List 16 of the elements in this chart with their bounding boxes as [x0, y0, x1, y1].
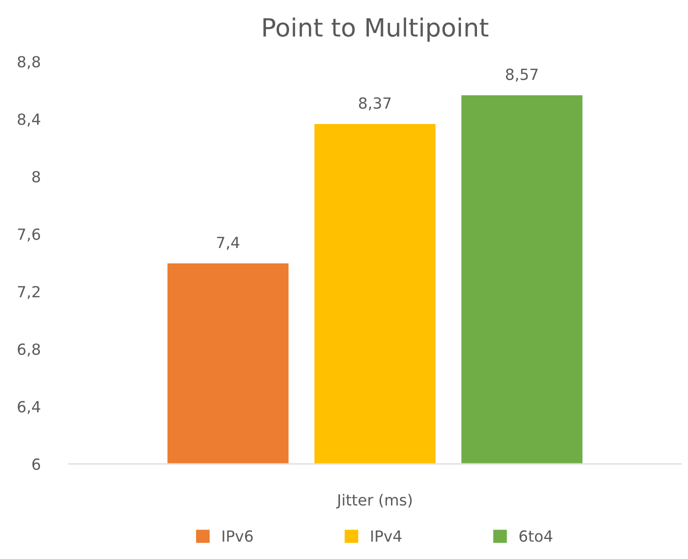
y-tick-label: 6,4	[18, 400, 40, 414]
legend-label: 6to4	[519, 530, 552, 542]
y-tick-label: 8	[32, 170, 40, 183]
y-tick-label: 7,2	[18, 286, 40, 300]
y-tick-label: 8,8	[18, 56, 40, 70]
y-tick-label: 7,6	[18, 228, 40, 242]
x-tick-label: Jitter (ms)	[336, 494, 412, 508]
y-tick-label: 6	[32, 458, 40, 470]
legend-label: IPv6	[222, 530, 253, 542]
y-tick-label: 6,8	[18, 343, 40, 357]
chart-title: Point to Multipoint	[263, 17, 488, 42]
legend-label: IPv4	[371, 530, 402, 542]
data-label: 7,4	[217, 236, 240, 250]
data-label: 8,57	[506, 68, 538, 82]
data-label: 8,37	[358, 97, 391, 110]
y-tick-label: 8,4	[18, 113, 40, 127]
